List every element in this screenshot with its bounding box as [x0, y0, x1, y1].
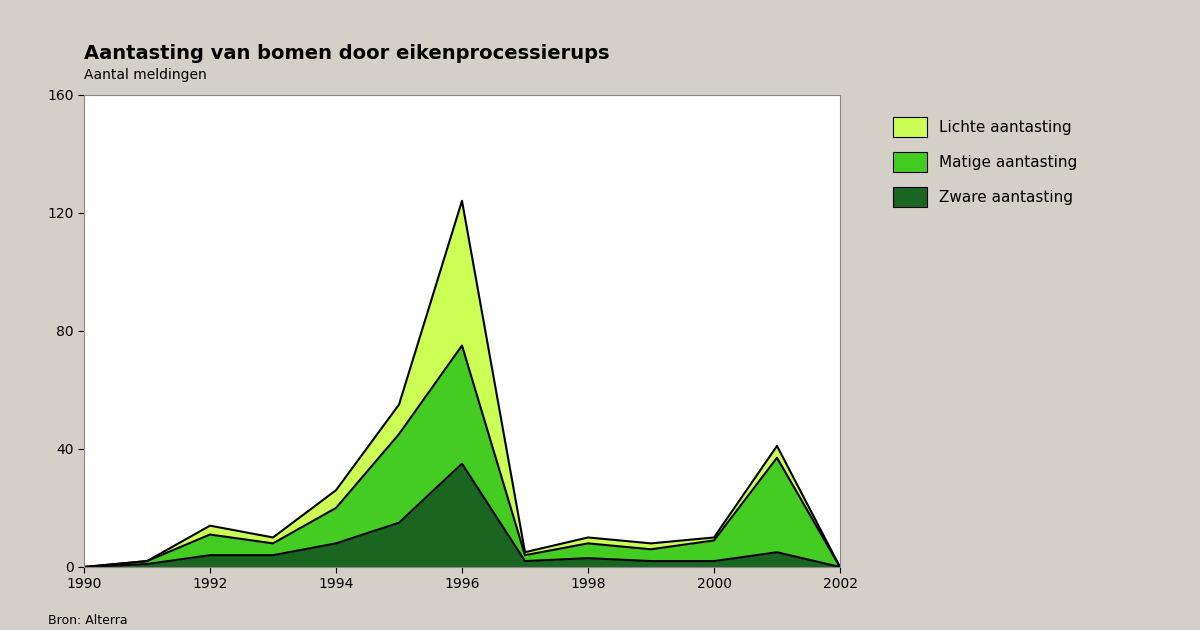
Text: Bron: Alterra: Bron: Alterra — [48, 614, 127, 627]
Text: Aantal meldingen: Aantal meldingen — [84, 68, 206, 82]
Text: Aantasting van bomen door eikenprocessierups: Aantasting van bomen door eikenprocessie… — [84, 44, 610, 63]
Legend: Lichte aantasting, Matige aantasting, Zware aantasting: Lichte aantasting, Matige aantasting, Zw… — [878, 102, 1092, 222]
